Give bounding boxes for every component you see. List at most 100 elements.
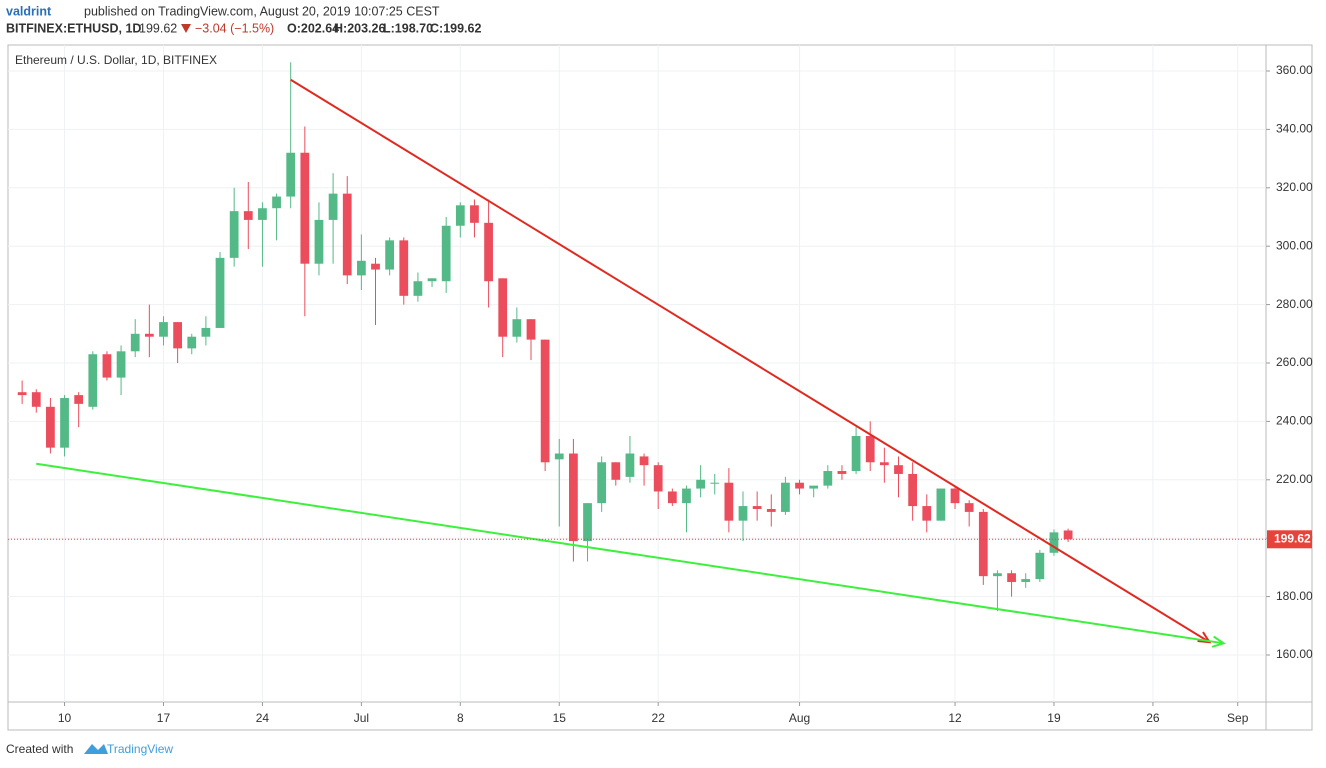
y-tick-label: 300.00 bbox=[1276, 238, 1313, 252]
candle-body bbox=[60, 398, 69, 448]
candle-body bbox=[625, 453, 635, 477]
candle-body bbox=[823, 471, 833, 486]
candle-body bbox=[286, 152, 296, 197]
candle-body bbox=[413, 281, 423, 296]
x-tick-label: 12 bbox=[948, 711, 962, 725]
candle-body bbox=[1049, 532, 1059, 553]
candle-body bbox=[116, 351, 126, 378]
frame bbox=[7, 44, 1313, 731]
x-tick-label: 15 bbox=[553, 711, 567, 725]
candle-body bbox=[611, 462, 621, 480]
candle-body bbox=[710, 482, 720, 484]
x-tick-label: 22 bbox=[652, 711, 666, 725]
y-tick-label: 260.00 bbox=[1276, 355, 1313, 369]
x-tick-label: 8 bbox=[457, 711, 464, 725]
candle-body bbox=[258, 208, 267, 220]
candle-body bbox=[865, 435, 875, 463]
last-price-badge bbox=[1267, 530, 1312, 549]
candle-body bbox=[950, 488, 960, 504]
candle-body bbox=[894, 465, 903, 474]
x-tick-label: 19 bbox=[1047, 711, 1061, 725]
y-tick-label: 240.00 bbox=[1276, 414, 1313, 428]
candle-body bbox=[356, 260, 366, 276]
y-tick-label: 220.00 bbox=[1276, 472, 1313, 486]
candle-body bbox=[993, 573, 1002, 577]
candle-body bbox=[314, 219, 324, 264]
candle-body bbox=[1063, 530, 1073, 540]
candle-body bbox=[879, 462, 889, 466]
published: published on TradingView.com, August 20,… bbox=[84, 4, 440, 18]
candle-body bbox=[17, 392, 27, 396]
candle-body bbox=[385, 240, 395, 270]
y-tick-label: 280.00 bbox=[1276, 297, 1313, 311]
candle-body bbox=[371, 263, 380, 270]
candle-body bbox=[102, 354, 112, 378]
candle-body bbox=[724, 482, 734, 521]
candle-body bbox=[908, 473, 918, 507]
x-tick-label: Sep bbox=[1227, 711, 1249, 725]
candle-body bbox=[682, 488, 691, 504]
down-icon bbox=[181, 24, 191, 33]
chart-title: Ethereum / U.S. Dollar, 1D, BITFINEX bbox=[15, 53, 217, 67]
candle-body bbox=[1007, 573, 1016, 582]
candle-body bbox=[752, 506, 762, 509]
last-price-label: 199.62 bbox=[1274, 531, 1311, 545]
x-tick-label: Jul bbox=[354, 711, 369, 725]
arrow-head bbox=[1197, 631, 1212, 644]
candle-body bbox=[1035, 552, 1045, 580]
symbol: BITFINEX:ETHUSD, 1D bbox=[6, 21, 141, 35]
candle-body bbox=[229, 211, 239, 258]
candle-body bbox=[569, 453, 578, 542]
x-tick-label: 26 bbox=[1146, 711, 1160, 725]
candle-body bbox=[31, 392, 41, 407]
arrow-head bbox=[1211, 635, 1226, 648]
candle-body bbox=[922, 506, 932, 521]
candle-body bbox=[427, 278, 437, 282]
candle-body bbox=[88, 354, 98, 407]
candle-body bbox=[653, 465, 663, 492]
candle-body bbox=[766, 508, 776, 512]
created-with: Created with bbox=[6, 742, 73, 756]
candle-body bbox=[441, 225, 451, 282]
brand[interactable]: TradingView bbox=[107, 742, 173, 756]
candle-body bbox=[130, 333, 140, 352]
plot bbox=[8, 45, 1266, 702]
price: 199.62 bbox=[139, 21, 177, 35]
candle-body bbox=[484, 222, 493, 282]
x-tick-label: 24 bbox=[256, 711, 270, 725]
candle-body bbox=[187, 336, 197, 349]
brand-logo bbox=[84, 744, 108, 754]
y-tick-label: 360.00 bbox=[1276, 63, 1313, 77]
x-tick-label: 17 bbox=[157, 711, 171, 725]
candle-body bbox=[144, 333, 154, 337]
ohlc-high: H:203.26 bbox=[334, 21, 385, 35]
candle-body bbox=[399, 240, 409, 296]
candle-body bbox=[597, 462, 607, 504]
candle-body bbox=[74, 395, 84, 404]
author[interactable]: valdrint bbox=[6, 4, 52, 18]
candle-body bbox=[159, 322, 168, 337]
candle-body bbox=[455, 205, 465, 226]
candle-body bbox=[1021, 579, 1031, 582]
candle-body bbox=[215, 257, 225, 328]
candle-body bbox=[328, 193, 338, 220]
change: −3.04 (−1.5%) bbox=[195, 21, 274, 35]
candle-body bbox=[470, 205, 479, 223]
candle-body bbox=[554, 453, 564, 460]
ohlc-open: O:202.64 bbox=[287, 21, 339, 35]
y-tick-label: 340.00 bbox=[1276, 122, 1313, 136]
candle-body bbox=[173, 322, 182, 349]
y-tick-label: 160.00 bbox=[1276, 647, 1313, 661]
ohlc-low: L:198.70 bbox=[383, 21, 433, 35]
trendline bbox=[290, 78, 1210, 643]
candle-body bbox=[978, 511, 988, 577]
x-tick-label: 10 bbox=[58, 711, 72, 725]
candle-body bbox=[540, 339, 550, 463]
candle-body bbox=[300, 152, 310, 264]
candle-body bbox=[696, 479, 705, 489]
candle-body bbox=[781, 482, 790, 512]
candle-body bbox=[498, 278, 508, 337]
candle-body bbox=[46, 406, 55, 448]
